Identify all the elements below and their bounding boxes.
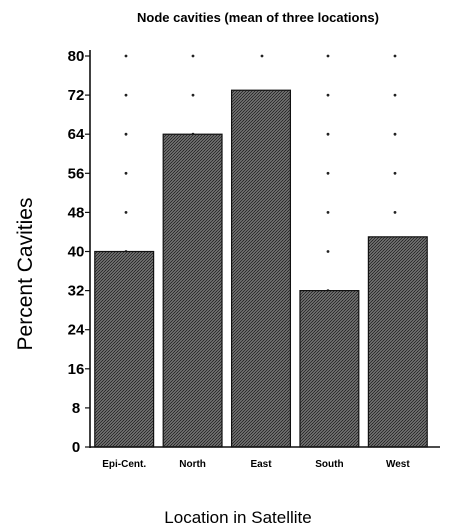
- grid-dot: [124, 132, 128, 136]
- grid-dot: [326, 250, 330, 253]
- grid-dot: [191, 54, 195, 58]
- grid-dot: [393, 54, 397, 58]
- y-tick-label: 16: [68, 361, 85, 378]
- y-tick-labels: 0 8 16 24 32 40 48 56 64 72 80: [68, 48, 90, 456]
- bar-north: [162, 133, 223, 448]
- bar-south: [299, 290, 360, 448]
- grid-dot: [393, 211, 397, 214]
- x-axis-label: Location in Satellite: [164, 508, 311, 527]
- grid-dot: [326, 132, 330, 136]
- y-tick-label: 64: [68, 126, 85, 143]
- grid-dot: [124, 93, 128, 97]
- grid-dot: [326, 211, 330, 214]
- x-tick-label: Epi-Cent.: [102, 459, 146, 470]
- y-tick-label: 8: [72, 400, 80, 417]
- grid-dot: [326, 93, 330, 97]
- x-tick-label: West: [386, 459, 410, 470]
- x-tick-label: East: [250, 459, 272, 470]
- grid-dot: [124, 54, 128, 58]
- y-tick-label: 80: [68, 48, 85, 65]
- y-axis-label: Percent Cavities: [14, 198, 37, 351]
- axes: [89, 50, 440, 448]
- x-tick-labels: Epi-Cent. North East South West: [102, 459, 410, 470]
- bars: [94, 89, 428, 448]
- bar-epi-cent: [94, 250, 155, 448]
- x-tick-label: North: [179, 459, 206, 470]
- y-tick-label: 32: [68, 283, 85, 300]
- y-tick-label: 40: [68, 244, 85, 261]
- grid-dot: [326, 54, 330, 58]
- grid-dot: [260, 54, 264, 58]
- grid-dot: [393, 93, 397, 97]
- y-tick-label: 0: [72, 439, 80, 456]
- bar-west: [367, 236, 428, 448]
- x-tick-label: South: [315, 459, 343, 470]
- y-tick-label: 24: [68, 322, 85, 339]
- grid-dot: [393, 171, 397, 175]
- y-tick-label: 56: [68, 165, 85, 182]
- y-tick-label: 72: [68, 87, 85, 104]
- y-tick-label: 48: [68, 204, 85, 221]
- grid-dot: [124, 171, 128, 175]
- grid-dot: [393, 132, 397, 136]
- bar-east: [230, 89, 292, 448]
- chart-title: Node cavities (mean of three locations): [137, 10, 379, 25]
- grid-dot: [124, 211, 128, 214]
- grid-dot: [326, 171, 330, 175]
- grid-dot: [191, 93, 195, 97]
